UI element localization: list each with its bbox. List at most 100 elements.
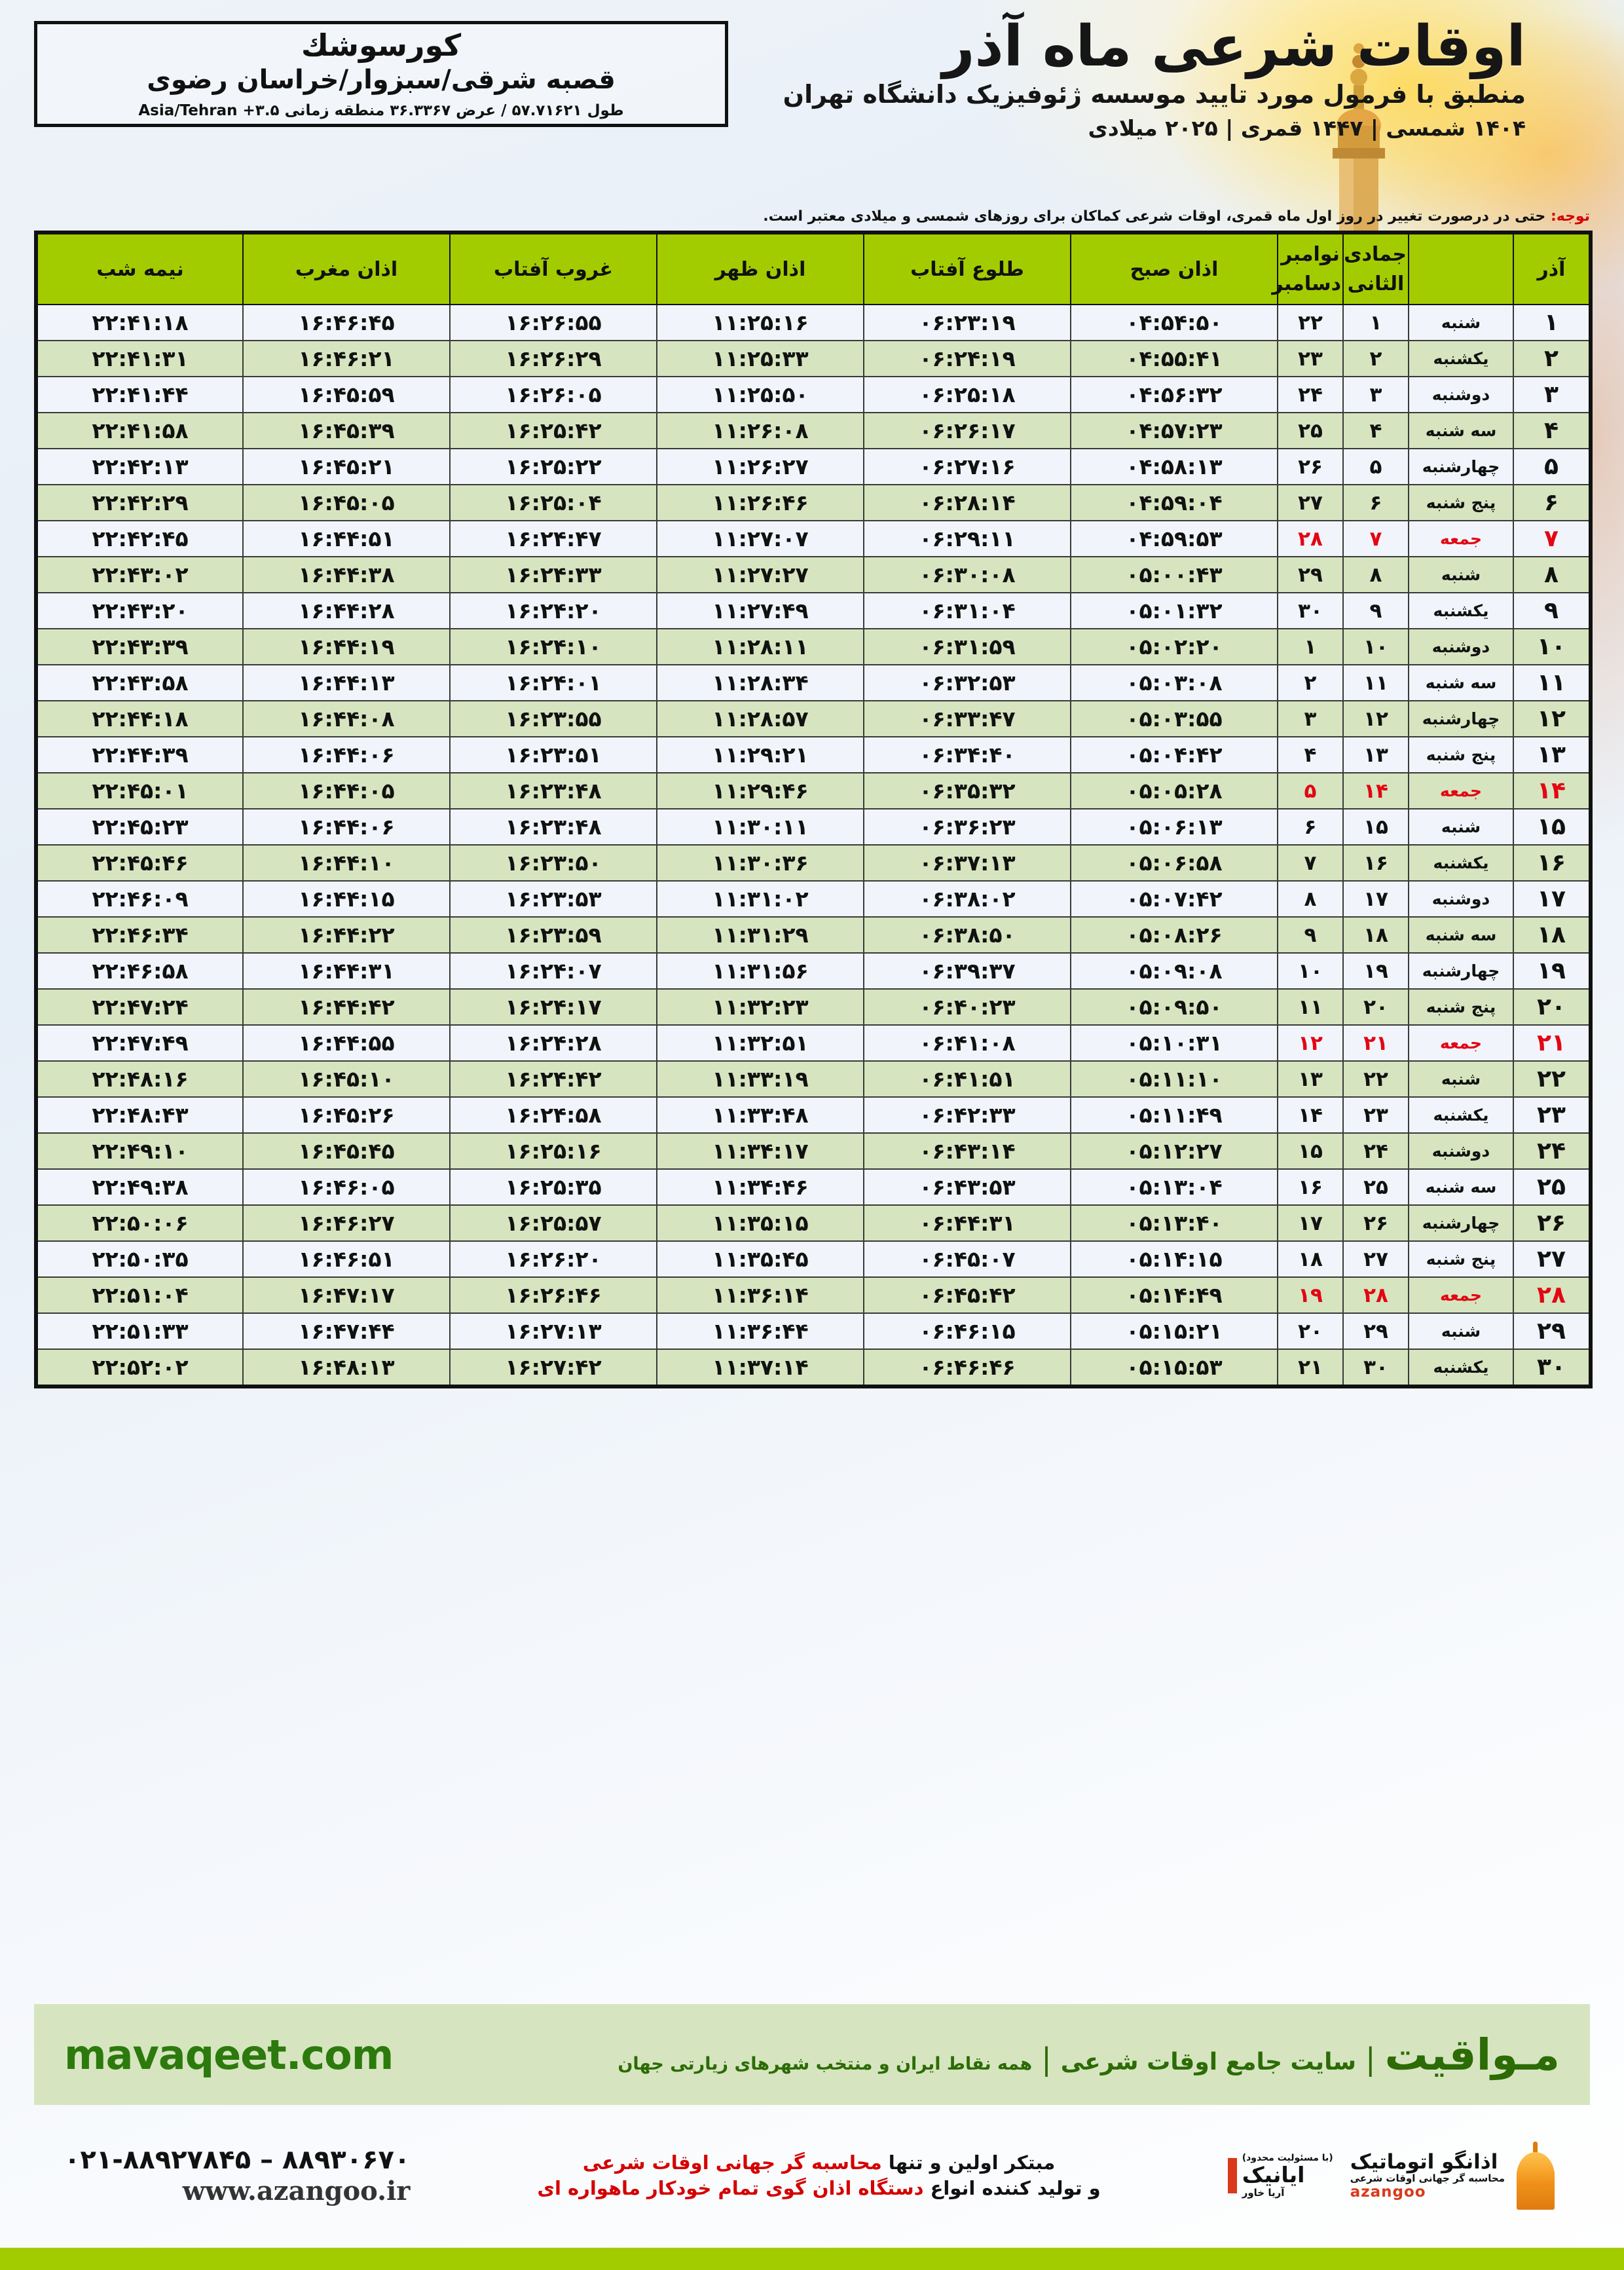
table-row: ۱۱ سه شنبه ۱۱ ۲ ۰۵:۰۳:۰۸ ۰۶:۳۲:۵۳ ۱۱:۲۸:۳۴ ۱۶:۲… xyxy=(35,664,1591,701)
cell-hijri: ۷ xyxy=(1342,520,1409,557)
cell-hijri: ۲ xyxy=(1342,340,1409,377)
cell-fajr: ۰۵:۰۴:۴۲ xyxy=(1070,736,1278,773)
column-header-sunset: غروب آفتاب xyxy=(449,232,657,305)
table-row: ۲۲ شنبه ۲۲ ۱۳ ۰۵:۱۱:۱۰ ۰۶:۴۱:۵۱ ۱۱:۳۳:۱۹ ۱۶:۲۴:… xyxy=(35,1060,1591,1098)
cell-dhuhr: ۱۱:۲۸:۵۷ xyxy=(656,700,864,737)
cell-weekday: یکشنبه xyxy=(1408,592,1514,629)
cell-greg: ۲۳ xyxy=(1277,340,1344,377)
cell-maghrib: ۱۶:۴۴:۱۳ xyxy=(242,664,451,701)
cell-maghrib: ۱۶:۴۴:۲۸ xyxy=(242,592,451,629)
note-text: حتی در درصورت تغییر در روز اول ماه قمری،… xyxy=(763,208,1551,225)
cell-sunrise: ۰۶:۳۱:۰۴ xyxy=(863,592,1071,629)
page-title: اوقات شرعی ماه آذر xyxy=(942,14,1526,79)
cell-sunset: ۱۶:۲۵:۲۲ xyxy=(449,448,657,485)
cell-dhuhr: ۱۱:۲۶:۲۷ xyxy=(656,448,864,485)
cell-sunrise: ۰۶:۴۳:۵۳ xyxy=(863,1168,1071,1206)
cell-midnight: ۲۲:۴۱:۵۸ xyxy=(35,412,244,449)
cell-hijri: ۱۲ xyxy=(1342,700,1409,737)
cell-fajr: ۰۵:۱۲:۲۷ xyxy=(1070,1132,1278,1170)
cell-sunrise: ۰۶:۴۱:۵۱ xyxy=(863,1060,1071,1098)
cell-dhuhr: ۱۱:۳۴:۱۷ xyxy=(656,1132,864,1170)
cell-sunrise: ۰۶:۳۱:۵۹ xyxy=(863,628,1071,665)
cell-hijri: ۱۶ xyxy=(1342,844,1409,882)
cell-greg: ۸ xyxy=(1277,880,1344,918)
cell-fajr: ۰۵:۰۹:۵۰ xyxy=(1070,988,1278,1026)
cell-day: ۱۰ xyxy=(1513,628,1591,665)
cell-dhuhr: ۱۱:۲۷:۲۷ xyxy=(656,556,864,593)
cell-dhuhr: ۱۱:۳۵:۱۵ xyxy=(656,1204,864,1242)
cell-dhuhr: ۱۱:۳۱:۲۹ xyxy=(656,916,864,954)
cell-sunset: ۱۶:۲۳:۵۰ xyxy=(449,844,657,882)
cell-sunset: ۱۶:۲۷:۱۳ xyxy=(449,1312,657,1350)
cell-day: ۲۷ xyxy=(1513,1240,1591,1278)
cell-fajr: ۰۵:۰۲:۲۰ xyxy=(1070,628,1278,665)
mavaqeet-domain-block[interactable]: mavaqeet.com xyxy=(64,2030,394,2079)
cell-midnight: ۲۲:۴۵:۰۱ xyxy=(35,772,244,809)
cell-hijri: ۳۰ xyxy=(1342,1349,1409,1387)
slogan-line-1b: محاسبه گر جهانی اوقات شرعی xyxy=(582,2151,882,2174)
cell-greg: ۲۶ xyxy=(1277,448,1344,485)
cell-sunset: ۱۶:۲۵:۵۷ xyxy=(449,1204,657,1242)
cell-dhuhr: ۱۱:۳۰:۱۱ xyxy=(656,808,864,846)
cell-day: ۲۶ xyxy=(1513,1204,1591,1242)
cell-hijri: ۲۹ xyxy=(1342,1312,1409,1350)
brand-domain[interactable]: mavaqeet.com xyxy=(64,2030,394,2079)
cell-hijri: ۹ xyxy=(1342,592,1409,629)
cell-sunrise: ۰۶:۳۹:۳۷ xyxy=(863,952,1071,990)
cell-sunrise: ۰۶:۴۶:۱۵ xyxy=(863,1312,1071,1350)
cell-day: ۱۸ xyxy=(1513,916,1591,954)
cell-sunrise: ۰۶:۲۵:۱۸ xyxy=(863,376,1071,413)
table-row: ۱۹ چهارشنبه ۱۹ ۱۰ ۰۵:۰۹:۰۸ ۰۶:۳۹:۳۷ ۱۱:۳۱:۵۶ ۱۶… xyxy=(35,952,1591,990)
cell-greg: ۲۱ xyxy=(1277,1349,1344,1387)
cell-dhuhr: ۱۱:۲۵:۵۰ xyxy=(656,376,864,413)
cell-midnight: ۲۲:۴۲:۴۵ xyxy=(35,520,244,557)
contact-website[interactable]: www.azangoo.ir xyxy=(182,2176,411,2206)
cell-weekday: شنبه xyxy=(1408,304,1514,341)
cell-dhuhr: ۱۱:۲۵:۳۳ xyxy=(656,340,864,377)
slogan-line-2b: دستگاه اذان گوی تمام خودکار ماهواره ای xyxy=(537,2177,924,2199)
cell-maghrib: ۱۶:۴۴:۰۶ xyxy=(242,736,451,773)
cell-sunrise: ۰۶:۲۹:۱۱ xyxy=(863,520,1071,557)
cell-weekday: جمعه xyxy=(1408,1024,1514,1062)
cell-sunrise: ۰۶:۴۵:۰۷ xyxy=(863,1240,1071,1278)
cell-sunrise: ۰۶:۳۴:۴۰ xyxy=(863,736,1071,773)
cell-midnight: ۲۲:۴۵:۴۶ xyxy=(35,844,244,882)
partner-logos: اذانگو اتوماتیک محاسبه گر جهانی اوقات شر… xyxy=(1227,2142,1560,2210)
page-subtitle: منطبق با فرمول مورد تایید موسسه ژئوفیزیک… xyxy=(783,80,1526,109)
cell-dhuhr: ۱۱:۳۶:۴۴ xyxy=(656,1312,864,1350)
cell-weekday: پنج شنبه xyxy=(1408,736,1514,773)
cell-greg: ۱ xyxy=(1277,628,1344,665)
cell-hijri: ۲۷ xyxy=(1342,1240,1409,1278)
cell-maghrib: ۱۶:۴۶:۲۱ xyxy=(242,340,451,377)
cell-day: ۲۲ xyxy=(1513,1060,1591,1098)
cell-day: ۹ xyxy=(1513,592,1591,629)
note-line: توجه: حتی در درصورت تغییر در روز اول ماه… xyxy=(31,208,1590,225)
cell-midnight: ۲۲:۵۰:۰۶ xyxy=(35,1204,244,1242)
company-slogan: مبتکر اولین و تنها محاسبه گر جهانی اوقات… xyxy=(537,2150,1100,2201)
cell-weekday: سه شنبه xyxy=(1408,1168,1514,1206)
cell-hijri: ۱۵ xyxy=(1342,808,1409,846)
cell-greg: ۱۰ xyxy=(1277,952,1344,990)
table-row: ۲۸ جمعه ۲۸ ۱۹ ۰۵:۱۴:۴۹ ۰۶:۴۵:۴۲ ۱۱:۳۶:۱۴ ۱۶:۲۶:… xyxy=(35,1276,1591,1314)
cell-weekday: یکشنبه xyxy=(1408,1349,1514,1387)
table-row: ۱۶ یکشنبه ۱۶ ۷ ۰۵:۰۶:۵۸ ۰۶:۳۷:۱۳ ۱۱:۳۰:۳۶ ۱۶:۲۳… xyxy=(35,844,1591,882)
cell-greg: ۱۶ xyxy=(1277,1168,1344,1206)
dome-top xyxy=(1517,2152,1555,2186)
cell-fajr: ۰۵:۱۵:۲۱ xyxy=(1070,1312,1278,1350)
cell-midnight: ۲۲:۴۳:۵۸ xyxy=(35,664,244,701)
cell-weekday: سه شنبه xyxy=(1408,412,1514,449)
cell-greg: ۱۵ xyxy=(1277,1132,1344,1170)
table-row: ۱۸ سه شنبه ۱۸ ۹ ۰۵:۰۸:۲۶ ۰۶:۳۸:۵۰ ۱۱:۳۱:۲۹ ۱۶:۲… xyxy=(35,916,1591,954)
cell-sunrise: ۰۶:۲۶:۱۷ xyxy=(863,412,1071,449)
cell-dhuhr: ۱۱:۲۸:۳۴ xyxy=(656,664,864,701)
rayaneek-red-bar xyxy=(1227,2158,1237,2193)
cell-greg: ۱۹ xyxy=(1277,1276,1344,1314)
table-row: ۲۵ سه شنبه ۲۵ ۱۶ ۰۵:۱۳:۰۴ ۰۶:۴۳:۵۳ ۱۱:۳۴:۴۶ ۱۶:… xyxy=(35,1168,1591,1206)
cell-sunrise: ۰۶:۴۱:۰۸ xyxy=(863,1024,1071,1062)
cell-sunrise: ۰۶:۳۶:۲۳ xyxy=(863,808,1071,846)
cell-greg: ۳ xyxy=(1277,700,1344,737)
cell-greg: ۲۵ xyxy=(1277,412,1344,449)
cell-fajr: ۰۴:۵۹:۵۳ xyxy=(1070,520,1278,557)
cell-fajr: ۰۵:۰۹:۰۸ xyxy=(1070,952,1278,990)
cell-sunset: ۱۶:۲۶:۵۵ xyxy=(449,304,657,341)
